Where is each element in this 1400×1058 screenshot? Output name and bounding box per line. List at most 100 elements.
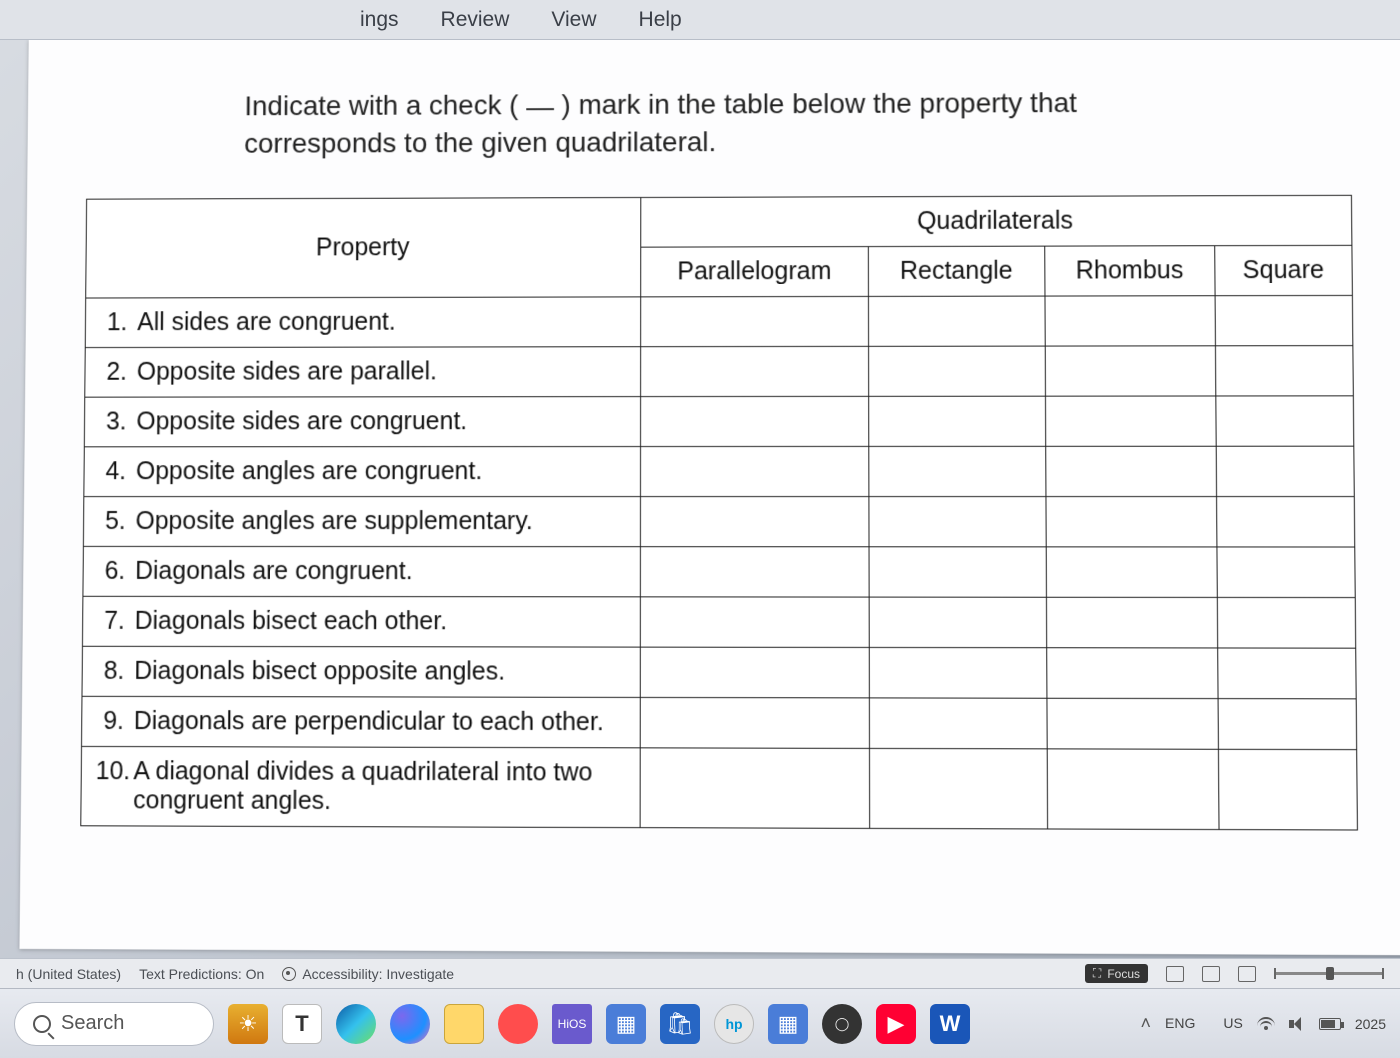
- table-row: 8.Diagonals bisect opposite angles.: [82, 646, 1356, 699]
- battery-icon[interactable]: [1319, 1018, 1341, 1030]
- ribbon-tab-mailings[interactable]: ings: [360, 8, 399, 32]
- check-cell[interactable]: [1045, 295, 1215, 345]
- check-cell[interactable]: [1045, 396, 1216, 446]
- check-cell[interactable]: [1216, 446, 1354, 496]
- taskbar-hp-icon[interactable]: hp: [714, 1004, 754, 1044]
- check-cell[interactable]: [1216, 395, 1354, 445]
- check-cell[interactable]: [868, 296, 1045, 346]
- status-language[interactable]: h (United States): [16, 966, 121, 982]
- instruction-blank: [526, 108, 554, 110]
- taskbar-edge-icon[interactable]: [336, 1004, 376, 1044]
- taskbar-word-icon[interactable]: W: [930, 1004, 970, 1044]
- document-page[interactable]: Indicate with a check ( ) mark in the ta…: [19, 40, 1400, 955]
- property-cell[interactable]: 2.Opposite sides are parallel.: [85, 346, 641, 396]
- check-cell[interactable]: [869, 697, 1047, 748]
- property-cell[interactable]: 3.Opposite sides are congruent.: [84, 396, 640, 446]
- header-property: Property: [86, 197, 641, 298]
- accessibility-icon: [282, 967, 296, 981]
- table-row: 4.Opposite angles are congruent.: [84, 446, 1354, 496]
- check-cell[interactable]: [1218, 698, 1357, 749]
- check-cell[interactable]: [640, 697, 869, 748]
- check-cell[interactable]: [1047, 698, 1219, 749]
- check-cell[interactable]: [868, 396, 1045, 446]
- view-read-mode-icon[interactable]: [1166, 966, 1184, 982]
- check-cell[interactable]: [1045, 446, 1216, 496]
- check-cell[interactable]: [1215, 345, 1353, 395]
- properties-table: Property Quadrilaterals Parallelogram Re…: [80, 194, 1358, 830]
- speaker-icon[interactable]: [1289, 1017, 1305, 1031]
- header-rectangle: Rectangle: [868, 246, 1045, 296]
- check-cell[interactable]: [1045, 345, 1216, 395]
- taskbar-app-t-icon[interactable]: T: [282, 1004, 322, 1044]
- taskbar-search[interactable]: Search: [14, 1002, 214, 1046]
- property-text: A diagonal divides a quadrilateral into …: [133, 757, 626, 817]
- check-cell[interactable]: [869, 748, 1047, 829]
- property-cell[interactable]: 10.A diagonal divides a quadrilateral in…: [81, 746, 640, 827]
- check-cell[interactable]: [641, 396, 869, 446]
- wifi-icon[interactable]: [1257, 1017, 1275, 1031]
- check-cell[interactable]: [1217, 648, 1356, 699]
- zoom-slider-thumb[interactable]: [1326, 967, 1334, 980]
- property-cell[interactable]: 8.Diagonals bisect opposite angles.: [82, 646, 640, 697]
- check-cell[interactable]: [641, 346, 869, 396]
- property-cell[interactable]: 1.All sides are congruent.: [85, 296, 640, 347]
- property-cell[interactable]: 7.Diagonals bisect each other.: [82, 596, 640, 647]
- taskbar-weather-icon[interactable]: ☀: [228, 1004, 268, 1044]
- word-app-window: ings Review View Help Comme Indicate wit…: [0, 0, 1400, 988]
- check-cell[interactable]: [640, 496, 868, 546]
- taskbar-app-grid-icon[interactable]: ▦: [606, 1004, 646, 1044]
- check-cell[interactable]: [1215, 295, 1353, 345]
- property-number: 8.: [96, 656, 134, 685]
- check-cell[interactable]: [868, 346, 1045, 396]
- check-cell[interactable]: [1047, 748, 1219, 829]
- check-cell[interactable]: [640, 446, 868, 496]
- ribbon-tab-view[interactable]: View: [551, 8, 596, 32]
- check-cell[interactable]: [869, 597, 1047, 648]
- property-cell[interactable]: 5.Opposite angles are supplementary.: [83, 496, 640, 546]
- document-viewport[interactable]: Indicate with a check ( ) mark in the ta…: [0, 40, 1400, 958]
- check-cell[interactable]: [1218, 749, 1357, 830]
- check-cell[interactable]: [1046, 647, 1217, 698]
- view-print-layout-icon[interactable]: [1202, 966, 1220, 982]
- focus-mode-button[interactable]: ⛶ Focus: [1085, 964, 1148, 983]
- tray-overflow-icon[interactable]: ˄: [1141, 1013, 1152, 1034]
- taskbar-app-tiles-icon[interactable]: ▦: [768, 1004, 808, 1044]
- check-cell[interactable]: [1217, 597, 1356, 648]
- property-number: 4.: [98, 457, 136, 486]
- check-cell[interactable]: [1046, 496, 1217, 546]
- taskbar-file-explorer-icon[interactable]: [444, 1004, 484, 1044]
- status-accessibility[interactable]: Accessibility: Investigate: [282, 966, 454, 982]
- property-cell[interactable]: 6.Diagonals are congruent.: [83, 546, 641, 596]
- check-cell[interactable]: [1046, 546, 1217, 597]
- check-cell[interactable]: [869, 496, 1046, 546]
- ribbon-tab-help[interactable]: Help: [639, 8, 682, 32]
- tray-language-2: US: [1223, 1016, 1242, 1031]
- check-cell[interactable]: [641, 296, 869, 346]
- taskbar-youtube-icon[interactable]: ▶: [876, 1004, 916, 1044]
- property-cell[interactable]: 4.Opposite angles are congruent.: [84, 446, 641, 496]
- taskbar-app-o-icon[interactable]: [498, 1004, 538, 1044]
- instruction-text: Indicate with a check ( ) mark in the ta…: [244, 84, 1241, 163]
- tray-year: 2025: [1355, 1016, 1386, 1032]
- check-cell[interactable]: [869, 647, 1047, 698]
- taskbar-app-hios-icon[interactable]: HiOS: [552, 1004, 592, 1044]
- status-text-predictions[interactable]: Text Predictions: On: [139, 966, 264, 982]
- check-cell[interactable]: [640, 647, 869, 698]
- check-cell[interactable]: [869, 546, 1046, 596]
- instruction-part2: ) mark in the table below the property t…: [562, 87, 1077, 120]
- ribbon-tab-review[interactable]: Review: [441, 8, 510, 32]
- check-cell[interactable]: [1217, 547, 1356, 598]
- property-cell[interactable]: 9.Diagonals are perpendicular to each ot…: [82, 696, 641, 748]
- zoom-slider[interactable]: [1274, 972, 1384, 975]
- check-cell[interactable]: [1216, 496, 1354, 546]
- tray-language[interactable]: ENG US: [1165, 1016, 1243, 1031]
- check-cell[interactable]: [1046, 597, 1217, 648]
- view-web-layout-icon[interactable]: [1238, 966, 1256, 982]
- taskbar-obs-icon[interactable]: ◯: [822, 1004, 862, 1044]
- check-cell[interactable]: [869, 446, 1046, 496]
- check-cell[interactable]: [640, 546, 869, 596]
- check-cell[interactable]: [640, 747, 869, 828]
- taskbar-copilot-icon[interactable]: [390, 1004, 430, 1044]
- taskbar-store-icon[interactable]: 🛍: [660, 1004, 700, 1044]
- check-cell[interactable]: [640, 596, 869, 647]
